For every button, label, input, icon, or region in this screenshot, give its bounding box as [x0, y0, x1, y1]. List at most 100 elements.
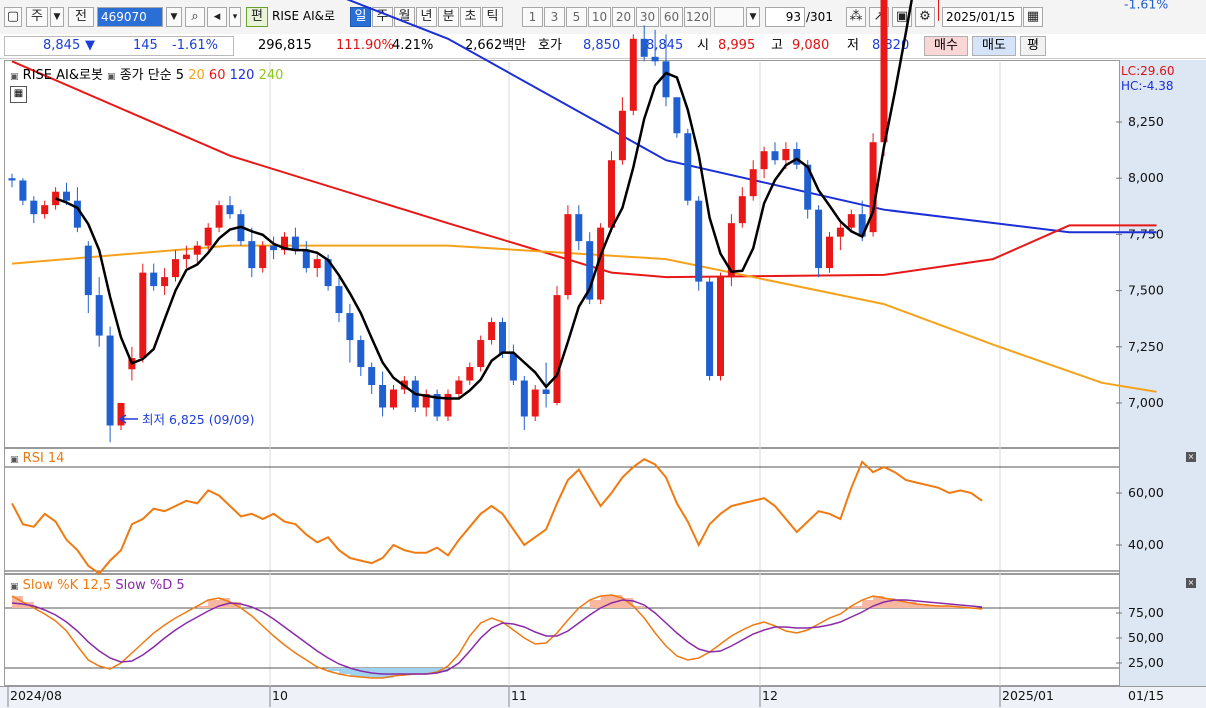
price-panel[interactable] [4, 60, 1120, 448]
interval-60[interactable]: 60 [660, 7, 683, 27]
interval-10[interactable]: 10 [588, 7, 611, 27]
ma60-line [11, 60, 1157, 279]
high-label: 고 [771, 38, 783, 53]
candle-body [793, 148, 801, 165]
candle-body [727, 223, 735, 278]
candle-body [8, 178, 16, 181]
interval-dropdown-icon[interactable]: ▼ [746, 7, 760, 27]
interval-120[interactable]: 120 [684, 7, 711, 27]
ma5-line [55, 0, 913, 400]
rsi-close-icon[interactable]: × [1186, 452, 1196, 462]
candle-body [662, 61, 670, 98]
candle-body [346, 313, 354, 341]
tool-icon[interactable]: ⁂ [846, 7, 866, 27]
open-label: 시 [697, 38, 709, 53]
ma20-line [11, 244, 1157, 393]
speaker-icon[interactable]: ◂ [207, 7, 227, 27]
interval-1[interactable]: 1 [522, 7, 543, 27]
stoch-tick-label: 25,00 [1128, 655, 1164, 670]
candle-body [291, 236, 299, 251]
sell-button[interactable]: 매도 [972, 36, 1016, 56]
stoch-k-line [11, 594, 983, 679]
candle-body [640, 38, 648, 57]
interval-20[interactable]: 20 [612, 7, 635, 27]
change-value: 145 [133, 38, 158, 53]
legend-ma120: 120 [229, 68, 255, 83]
edit-button[interactable]: 편 [246, 7, 268, 27]
hoga-label: 호가 [538, 38, 562, 53]
volume: 296,815 [258, 38, 312, 53]
candle-body [390, 389, 397, 408]
candle-body [771, 151, 779, 161]
candle-body [880, 0, 888, 143]
candle-body [618, 110, 626, 161]
date-input[interactable]: 2025/01/15 [942, 7, 1022, 27]
price-axis [1120, 60, 1206, 448]
candle-body [172, 259, 179, 278]
candle-body [488, 322, 496, 341]
interval-5[interactable]: 5 [566, 7, 587, 27]
legend-ma60: 60 [208, 68, 226, 83]
period-5[interactable]: 초 [460, 7, 481, 27]
interval-3[interactable]: 3 [544, 7, 565, 27]
period-0[interactable]: 일 [350, 7, 371, 27]
candle-body [651, 56, 659, 62]
turnover-rate: 4.21% [392, 38, 434, 53]
candle-body [466, 367, 474, 381]
calendar-icon[interactable]: ▦ [1023, 7, 1043, 27]
rsi-panel[interactable] [4, 448, 1120, 574]
candle-body [586, 241, 594, 300]
x-tick-label: 11 [511, 688, 527, 703]
average-button[interactable]: 평 [1020, 36, 1046, 56]
gear-icon[interactable]: ⚙ [915, 7, 935, 27]
market-select[interactable]: 주 [26, 7, 48, 27]
lc-label: LC:29.60 [1121, 64, 1175, 78]
high-price: 9,080 [792, 38, 830, 53]
speaker-dropdown-icon[interactable]: ▾ [229, 7, 241, 27]
type-select[interactable]: 전 [68, 7, 94, 27]
rsi-tick-label: 60,00 [1128, 485, 1164, 500]
candle-body [139, 272, 147, 359]
min-annotation: 최저 6,825 (09/09) [142, 412, 255, 427]
candle-body [564, 214, 572, 296]
interval-custom[interactable] [714, 7, 744, 27]
hc-label: HC:-4.38 [1121, 79, 1174, 93]
count-input[interactable]: 93 [765, 7, 805, 27]
toolbar: ▢ 주 ▼ 전 469070 ▼ ⌕ ◂ ▾ 편 RISE AI&로 ▼ 93 … [0, 0, 1206, 35]
period-2[interactable]: 월 [394, 7, 415, 27]
price-tick-label: 7,000 [1128, 395, 1164, 410]
candle-body [433, 394, 441, 417]
grid-toggle-icon[interactable]: ▦ [10, 86, 27, 103]
candle-body [836, 227, 844, 237]
stoch-close-icon[interactable]: × [1186, 578, 1196, 588]
code-dropdown-icon[interactable]: ▼ [166, 7, 182, 27]
period-6[interactable]: 틱 [482, 7, 503, 27]
interval-30[interactable]: 30 [636, 7, 659, 27]
stoch-oversold-fill [110, 668, 448, 678]
candle-body [869, 142, 877, 233]
candle-body [270, 245, 278, 251]
candle-body [531, 389, 539, 417]
legend-ma-label: 종가 단순 5 [119, 68, 185, 83]
search-icon[interactable]: ⌕ [185, 7, 205, 27]
candle-body [673, 97, 681, 134]
period-4[interactable]: 분 [438, 7, 459, 27]
chevron-down-icon[interactable]: ▼ [50, 7, 64, 27]
period-3[interactable]: 년 [416, 7, 437, 27]
legend-stock-name: RISE AI&로봇 [22, 68, 103, 83]
price-tick-label: 8,000 [1128, 170, 1164, 185]
buy-button[interactable]: 매수 [924, 36, 968, 56]
code-input[interactable]: 469070 [97, 7, 163, 27]
candle-body [19, 180, 27, 201]
ma120-line [346, 0, 1157, 234]
rsi-line [11, 458, 983, 575]
stoch-tick-label: 75,00 [1128, 605, 1164, 620]
window-icon[interactable]: ▢ [4, 7, 22, 27]
stoch-panel[interactable] [4, 574, 1120, 686]
rsi-label: ▣ RSI 14 [10, 451, 64, 466]
candle-body [749, 169, 757, 197]
candle-body [41, 205, 49, 215]
min-arrow-icon [118, 414, 138, 424]
candle-body [335, 286, 343, 314]
